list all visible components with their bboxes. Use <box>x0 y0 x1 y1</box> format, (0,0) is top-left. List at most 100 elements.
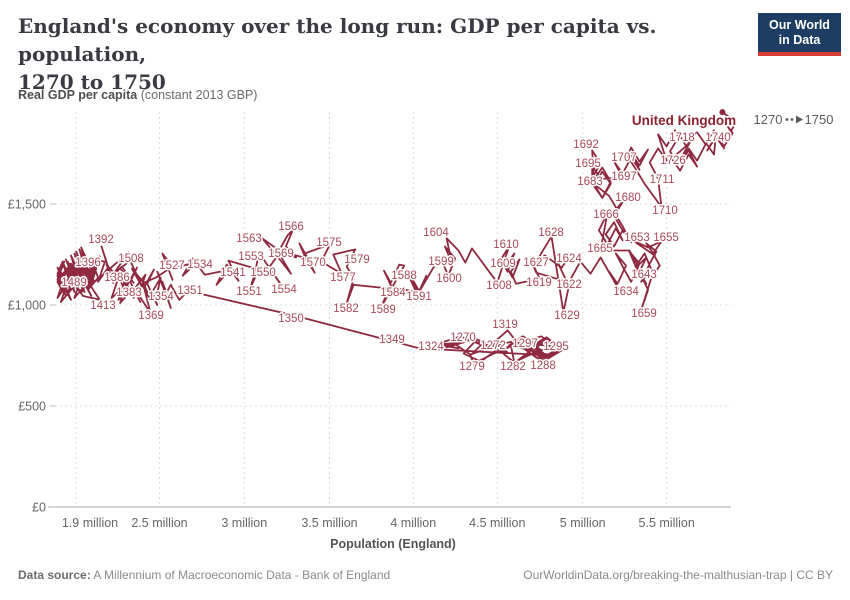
year-label: 1508 <box>118 253 144 265</box>
year-label: 1707 <box>611 152 637 164</box>
year-label: 1740 <box>705 132 731 144</box>
year-label: 1577 <box>330 272 356 284</box>
year-label: 1396 <box>75 257 101 269</box>
x-tick-label: 5.5 million <box>639 516 695 530</box>
year-label: 1575 <box>316 237 342 249</box>
year-label: 1711 <box>650 174 675 186</box>
x-tick-label: 3 million <box>221 516 267 530</box>
footer-source: Data source: A Millennium of Macroeconom… <box>18 568 391 582</box>
year-label: 1665 <box>587 243 613 255</box>
year-label: 1622 <box>556 279 582 291</box>
year-label: 1279 <box>459 361 485 373</box>
year-label: 1627 <box>523 257 549 269</box>
year-label: 1653 <box>624 232 650 244</box>
year-label: 1591 <box>406 291 432 303</box>
year-label: 1551 <box>236 286 262 298</box>
x-tick-label: 4.5 million <box>469 516 525 530</box>
year-label: 1692 <box>573 139 599 151</box>
x-tick-label: 4 million <box>390 516 436 530</box>
year-label: 1369 <box>138 310 164 322</box>
x-tick-label: 2.5 million <box>131 516 187 530</box>
year-label: 1683 <box>577 176 603 188</box>
year-label: 1288 <box>530 360 556 372</box>
uk-data-line[interactable] <box>56 111 737 367</box>
year-label: 1588 <box>391 270 417 282</box>
year-label: 1680 <box>615 192 641 204</box>
year-label: 1413 <box>90 300 116 312</box>
year-label: 1579 <box>344 254 370 266</box>
year-label: 1610 <box>493 239 519 251</box>
year-label: 1554 <box>271 284 297 296</box>
year-label: 1599 <box>428 256 454 268</box>
year-label: 1624 <box>556 253 582 265</box>
year-label: 1628 <box>538 227 564 239</box>
year-label: 1392 <box>88 234 114 246</box>
y-tick-label: £1,500 <box>8 198 46 212</box>
timeline-end-year: 1750 <box>805 112 834 127</box>
y-tick-label: £0 <box>32 501 46 515</box>
year-label: 1550 <box>250 267 276 279</box>
year-label: 1643 <box>631 269 657 281</box>
chart-subtitle: Real GDP per capita (constant 2013 GBP) <box>18 88 258 102</box>
year-label: 1297 <box>512 338 538 350</box>
year-label: 1553 <box>238 251 264 263</box>
year-label: 1666 <box>593 209 619 221</box>
y-tick-label: £1,000 <box>8 299 46 313</box>
year-label: 1563 <box>236 233 262 245</box>
year-label: 1584 <box>380 287 406 299</box>
year-label: 1324 <box>418 341 444 353</box>
year-label: 1534 <box>187 259 213 271</box>
x-tick-label: 1.9 million <box>62 516 118 530</box>
year-label: 1569 <box>268 248 294 260</box>
entity-label[interactable]: United Kingdom <box>630 112 737 130</box>
year-label: 1697 <box>611 171 637 183</box>
year-label: 1282 <box>500 361 526 373</box>
year-label: 1655 <box>653 232 679 244</box>
year-label: 1718 <box>669 132 695 144</box>
chart-footer: Data source: A Millennium of Macroeconom… <box>18 568 833 582</box>
x-tick-label: 3.5 million <box>301 516 357 530</box>
year-label: 1609 <box>490 258 516 270</box>
year-label: 1295 <box>543 341 569 353</box>
timeline-range-indicator[interactable]: 1270 1750 <box>754 112 834 127</box>
x-axis-title: Population (England) <box>330 537 456 551</box>
owid-logo[interactable]: Our World in Data <box>758 13 841 56</box>
timeline-arrow-icon <box>796 115 803 124</box>
year-label: 1726 <box>660 155 686 167</box>
year-label: 1349 <box>379 334 405 346</box>
year-label: 1527 <box>159 260 185 272</box>
year-label: 1600 <box>436 273 462 285</box>
timeline-arrow-dot <box>790 118 794 121</box>
year-label: 1319 <box>492 319 518 331</box>
year-label: 1354 <box>148 291 174 303</box>
year-label: 1634 <box>613 286 639 298</box>
year-label: 1566 <box>278 221 304 233</box>
year-label: 1629 <box>554 310 580 322</box>
x-tick-label: 5 million <box>560 516 606 530</box>
year-label: 1659 <box>631 308 657 320</box>
line-end-dot <box>719 109 726 116</box>
timeline-start-year: 1270 <box>754 112 783 127</box>
year-label: 1570 <box>300 257 326 269</box>
year-label: 1619 <box>526 277 552 289</box>
year-label: 1589 <box>370 304 396 316</box>
year-label: 1350 <box>278 313 304 325</box>
owid-logo-red-strip <box>758 52 841 56</box>
year-label: 1270 <box>450 332 476 344</box>
y-tick-label: £500 <box>18 400 46 414</box>
year-label: 1608 <box>486 280 512 292</box>
year-label: 1489 <box>61 277 87 289</box>
year-label: 1541 <box>220 267 246 279</box>
footer-citation-link[interactable]: OurWorldinData.org/breaking-the-malthusi… <box>523 568 833 582</box>
year-label: 1695 <box>575 158 601 170</box>
page-title: England's economy over the long run: GDP… <box>18 14 657 94</box>
year-label: 1383 <box>116 287 142 299</box>
year-label: 1582 <box>333 303 359 315</box>
owid-logo-text: Our World in Data <box>758 13 841 52</box>
year-label: 1386 <box>104 272 130 284</box>
year-label: 1351 <box>177 285 203 297</box>
year-label: 1272 <box>480 340 506 352</box>
year-label: 1604 <box>423 227 449 239</box>
